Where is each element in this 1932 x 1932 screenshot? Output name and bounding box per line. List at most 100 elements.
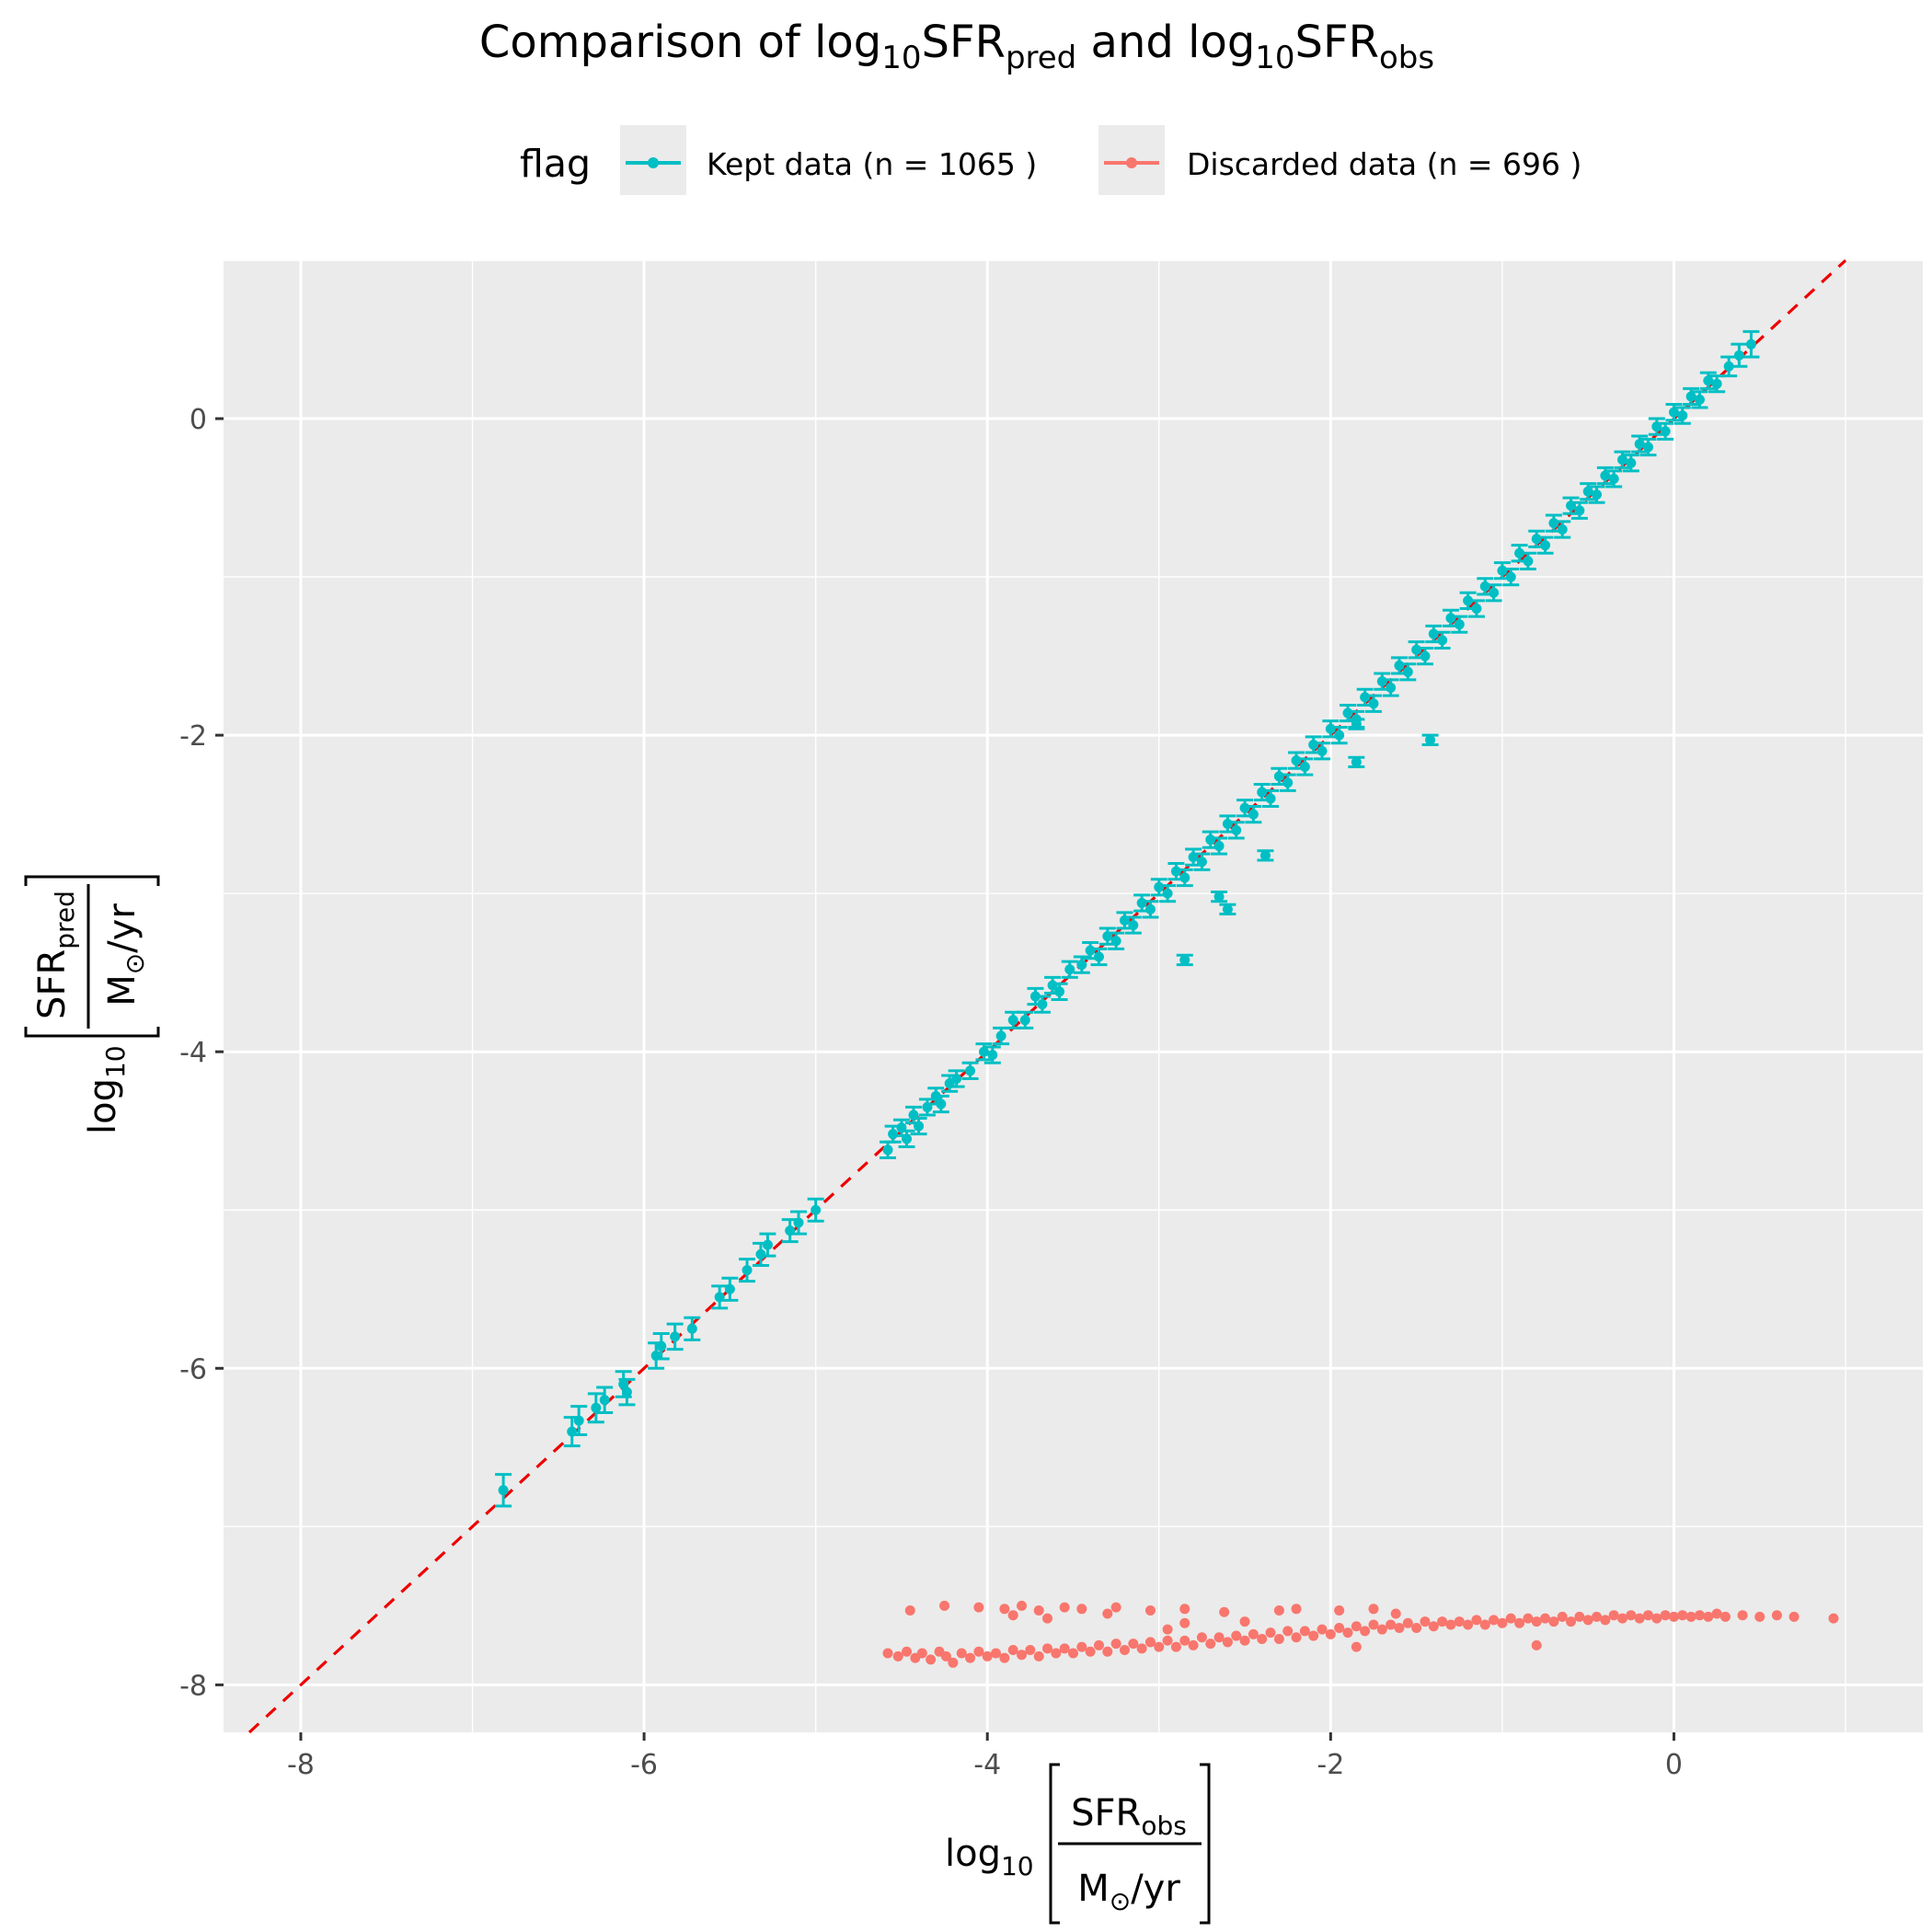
kept-point-group — [1421, 733, 1439, 746]
discarded-point — [940, 1650, 951, 1662]
kept-point — [1386, 683, 1397, 694]
discarded-point — [1007, 1610, 1018, 1621]
discarded-point — [1317, 1624, 1328, 1635]
kept-point — [755, 1248, 766, 1259]
discarded-point — [1076, 1604, 1087, 1615]
discarded-point — [1239, 1616, 1250, 1627]
x-tick-label: -2 — [1317, 1749, 1344, 1781]
kept-point — [1291, 755, 1302, 766]
kept-point-group — [1142, 900, 1159, 919]
discarded-point — [1523, 1613, 1534, 1624]
kept-point — [1351, 719, 1362, 730]
discarded-point — [902, 1646, 913, 1657]
discarded-point — [1390, 1608, 1401, 1619]
discarded-point — [1694, 1610, 1705, 1621]
kept-point — [1259, 850, 1271, 861]
grid-major — [224, 260, 1923, 1732]
kept-point-group — [910, 1116, 927, 1136]
kept-point — [1144, 903, 1156, 914]
discarded-point — [1042, 1643, 1053, 1654]
kept-point-group — [1416, 647, 1433, 666]
kept-point — [1282, 777, 1294, 788]
kept-point — [1489, 587, 1500, 598]
discarded-point — [1471, 1615, 1482, 1626]
discarded-point — [882, 1648, 893, 1659]
kept-point — [1265, 793, 1276, 804]
kept-point-group — [1245, 805, 1262, 824]
discarded-point — [1828, 1613, 1839, 1624]
discarded-point — [1325, 1628, 1336, 1639]
discarded-point — [1007, 1645, 1018, 1656]
kept-point — [882, 1144, 893, 1156]
discarded-point — [1608, 1610, 1619, 1621]
kept-point — [1257, 787, 1268, 798]
kept-point — [1668, 407, 1679, 418]
kept-point-group — [1124, 915, 1142, 935]
kept-point-group — [1614, 450, 1631, 469]
kept-point — [1428, 628, 1439, 639]
series-discarded — [882, 1600, 1839, 1668]
kept-point — [1213, 891, 1225, 903]
discarded-point — [1119, 1645, 1130, 1656]
discarded-point — [1110, 1602, 1121, 1613]
discarded-point — [1626, 1610, 1637, 1621]
discarded-point — [892, 1650, 903, 1662]
kept-point-group — [1731, 342, 1748, 368]
grid-minor — [224, 259, 1923, 1732]
kept-point — [1054, 986, 1065, 997]
kept-point — [1351, 756, 1362, 767]
x-tick-label: -8 — [287, 1749, 315, 1781]
kept-point — [1360, 692, 1371, 703]
kept-point — [621, 1386, 632, 1397]
kept-point-group — [1536, 535, 1554, 555]
kept-point — [1179, 954, 1190, 965]
discarded-point — [1514, 1617, 1525, 1628]
discarded-point — [1642, 1610, 1653, 1621]
kept-point-group — [1742, 329, 1760, 359]
discarded-point — [1497, 1617, 1508, 1628]
y-label-denominator: M⊙/yr — [101, 903, 150, 1006]
discarded-point — [1351, 1641, 1362, 1652]
kept-point — [656, 1340, 667, 1351]
kept-point-group — [1622, 454, 1639, 473]
kept-point — [1685, 391, 1696, 402]
discarded-point — [1033, 1605, 1044, 1616]
x-tick-label: 0 — [1665, 1749, 1683, 1781]
discarded-point — [1059, 1602, 1070, 1613]
kept-point-group — [1176, 868, 1193, 888]
discarded-point — [1025, 1645, 1036, 1656]
discarded-point — [1257, 1633, 1268, 1644]
kept-point-group — [1699, 371, 1717, 390]
discarded-point — [1368, 1619, 1379, 1630]
title-obs-sub: obs — [1379, 40, 1434, 76]
discarded-point — [1592, 1611, 1603, 1622]
kept-point-group — [1467, 599, 1485, 618]
kept-point-group — [1596, 466, 1614, 486]
kept-point — [1064, 964, 1075, 975]
kept-point-group — [1399, 662, 1417, 682]
kept-point — [1745, 339, 1756, 350]
discarded-point — [948, 1657, 959, 1668]
discarded-point — [1291, 1632, 1302, 1643]
kept-point — [1548, 518, 1559, 529]
kept-point-group — [570, 1405, 588, 1437]
kept-point — [1642, 442, 1653, 453]
kept-point-group — [932, 1094, 949, 1114]
discarded-point — [1128, 1639, 1139, 1650]
kept-point — [1479, 581, 1490, 592]
discarded-point — [1188, 1639, 1199, 1650]
y-tick-label: 0 — [190, 404, 207, 436]
kept-point — [1342, 707, 1353, 719]
kept-point — [1213, 841, 1225, 852]
kept-point-group — [1262, 788, 1280, 809]
kept-point — [1154, 881, 1165, 892]
x-label-numerator: SFRobs — [1071, 1792, 1187, 1841]
kept-point-group — [652, 1331, 670, 1361]
discarded-point — [1102, 1646, 1113, 1657]
kept-point-group — [1580, 482, 1597, 501]
kept-point-group — [1485, 583, 1502, 603]
kept-point — [1368, 698, 1379, 709]
discarded-point — [1017, 1600, 1028, 1611]
kept-point — [1592, 489, 1603, 500]
